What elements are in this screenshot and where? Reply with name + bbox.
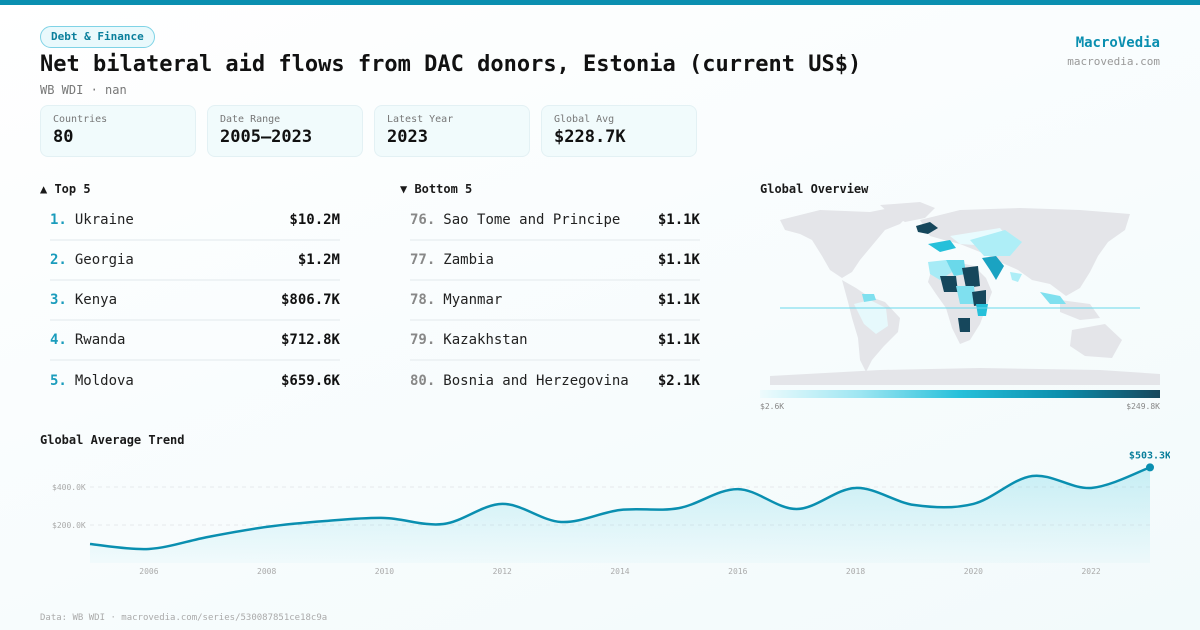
stat-label: Global Avg bbox=[554, 114, 615, 125]
list-item[interactable]: 77. Zambia $1.1K bbox=[410, 241, 700, 281]
bottom5-heading: ▼ Bottom 5 bbox=[400, 182, 473, 196]
list-item[interactable]: 3. Kenya $806.7K bbox=[50, 281, 340, 321]
country-name: Moldova bbox=[74, 373, 134, 389]
chart-end-label: $503.3K bbox=[1129, 450, 1170, 461]
world-map-svg bbox=[770, 202, 1160, 385]
list-item[interactable]: 4. Rwanda $712.8K bbox=[50, 321, 340, 361]
country-value: $712.8K bbox=[280, 332, 340, 348]
stats-row: Countries 80 Date Range 2005–2023 Latest… bbox=[40, 105, 697, 157]
map-heading: Global Overview bbox=[760, 182, 869, 196]
country-name: Bosnia and Herzegovina bbox=[443, 373, 629, 389]
list-item[interactable]: 1. Ukraine $10.2M bbox=[50, 201, 340, 241]
svg-text:$400.0K: $400.0K bbox=[52, 483, 86, 492]
rank: 76. bbox=[410, 212, 436, 228]
country-value: $1.1K bbox=[657, 332, 700, 348]
svg-text:2014: 2014 bbox=[610, 567, 629, 576]
svg-text:2022: 2022 bbox=[1081, 567, 1100, 576]
chart-line bbox=[89, 466, 1151, 551]
bottom5-list: 76. Sao Tome and Principe $1.1K 77. Zambia $… bbox=[410, 201, 700, 401]
svg-text:2018: 2018 bbox=[846, 567, 865, 576]
top5-list: 1. Ukraine $10.2M 2. Georgia $1.2M 3. Kenya $8… bbox=[50, 201, 340, 401]
stat-date-range: Date Range 2005–2023 bbox=[207, 105, 363, 157]
list-item[interactable]: 80. Bosnia and Herzegovina $2.1K bbox=[410, 361, 700, 401]
svg-text:2020: 2020 bbox=[964, 567, 983, 576]
list-item[interactable]: 79. Kazakhstan $1.1K bbox=[410, 321, 700, 361]
rank: 3. bbox=[50, 292, 67, 308]
chart-area bbox=[90, 467, 1150, 563]
country-value: $1.1K bbox=[657, 212, 700, 228]
country-value: $1.1K bbox=[657, 252, 700, 268]
list-item[interactable]: 5. Moldova $659.6K bbox=[50, 361, 340, 401]
rank: 80. bbox=[410, 373, 436, 389]
country-value: $1.1K bbox=[657, 292, 700, 308]
stat-value: 2005–2023 bbox=[220, 127, 313, 147]
rank: 78. bbox=[410, 292, 436, 308]
map-color-legend bbox=[760, 390, 1160, 398]
country-name: Kazakhstan bbox=[443, 332, 528, 348]
list-item[interactable]: 78. Myanmar $1.1K bbox=[410, 281, 700, 321]
footer-source: Data: WB WDI · macrovedia.com/series/530… bbox=[40, 613, 328, 623]
country-value: $2.1K bbox=[657, 373, 700, 389]
country-name: Ukraine bbox=[74, 212, 134, 228]
list-item[interactable]: 76. Sao Tome and Principe $1.1K bbox=[410, 201, 700, 241]
brand: MacroVedia macrovedia.com bbox=[1067, 35, 1160, 68]
svg-text:2010: 2010 bbox=[375, 567, 394, 576]
trend-chart[interactable]: $200.0K$400.0K $503.3K 2006 2008 2010 2012 2… bbox=[40, 445, 1170, 585]
svg-text:2008: 2008 bbox=[257, 567, 276, 576]
svg-text:$200.0K: $200.0K bbox=[52, 521, 86, 530]
stat-global-avg: Global Avg $228.7K bbox=[541, 105, 697, 157]
rank: 2. bbox=[50, 252, 67, 268]
category-tag[interactable]: Debt & Finance bbox=[40, 26, 155, 48]
page-title: Net bilateral aid flows from DAC donors,… bbox=[40, 52, 862, 77]
rank: 77. bbox=[410, 252, 436, 268]
rank: 79. bbox=[410, 332, 436, 348]
chart-x-axis: 2006 2008 2010 2012 2014 2016 2018 2020 2022 bbox=[139, 567, 1101, 576]
country-name: Zambia bbox=[443, 252, 494, 268]
svg-text:2012: 2012 bbox=[493, 567, 512, 576]
list-item[interactable]: 2. Georgia $1.2M bbox=[50, 241, 340, 281]
brand-url[interactable]: macrovedia.com bbox=[1067, 55, 1160, 68]
country-name: Rwanda bbox=[74, 332, 126, 348]
country-value: $1.2M bbox=[297, 252, 340, 268]
country-name: Sao Tome and Principe bbox=[443, 212, 621, 228]
stat-value: $228.7K bbox=[554, 127, 626, 147]
stat-label: Latest Year bbox=[387, 114, 454, 125]
country-value: $659.6K bbox=[280, 373, 340, 389]
stat-latest-year: Latest Year 2023 bbox=[374, 105, 530, 157]
country-value: $10.2M bbox=[289, 212, 340, 228]
world-map[interactable] bbox=[760, 200, 1160, 385]
chart-end-point[interactable] bbox=[1146, 463, 1154, 472]
legend-max: $249.8K bbox=[1126, 402, 1160, 411]
stat-label: Date Range bbox=[220, 114, 281, 125]
stat-value: 80 bbox=[53, 127, 74, 147]
svg-text:2006: 2006 bbox=[139, 567, 158, 576]
rank: 4. bbox=[50, 332, 67, 348]
country-name: Kenya bbox=[74, 292, 118, 308]
top5-heading: ▲ Top 5 bbox=[40, 182, 91, 196]
rank: 1. bbox=[50, 212, 67, 228]
stat-value: 2023 bbox=[387, 127, 428, 147]
country-value: $806.7K bbox=[280, 292, 340, 308]
chart-y-axis: $200.0K $400.0K bbox=[52, 483, 86, 530]
svg-text:2016: 2016 bbox=[728, 567, 747, 576]
stat-label: Countries bbox=[53, 114, 108, 125]
country-name: Myanmar bbox=[443, 292, 503, 308]
page-subtitle: WB WDI · nan bbox=[40, 83, 127, 97]
legend-min: $2.6K bbox=[760, 402, 785, 411]
brand-name[interactable]: MacroVedia bbox=[1075, 35, 1160, 51]
top-accent-bar bbox=[0, 0, 1200, 5]
stat-countries: Countries 80 bbox=[40, 105, 196, 157]
country-name: Georgia bbox=[74, 252, 134, 268]
trend-heading: Global Average Trend bbox=[40, 433, 185, 447]
rank: 5. bbox=[50, 373, 67, 389]
